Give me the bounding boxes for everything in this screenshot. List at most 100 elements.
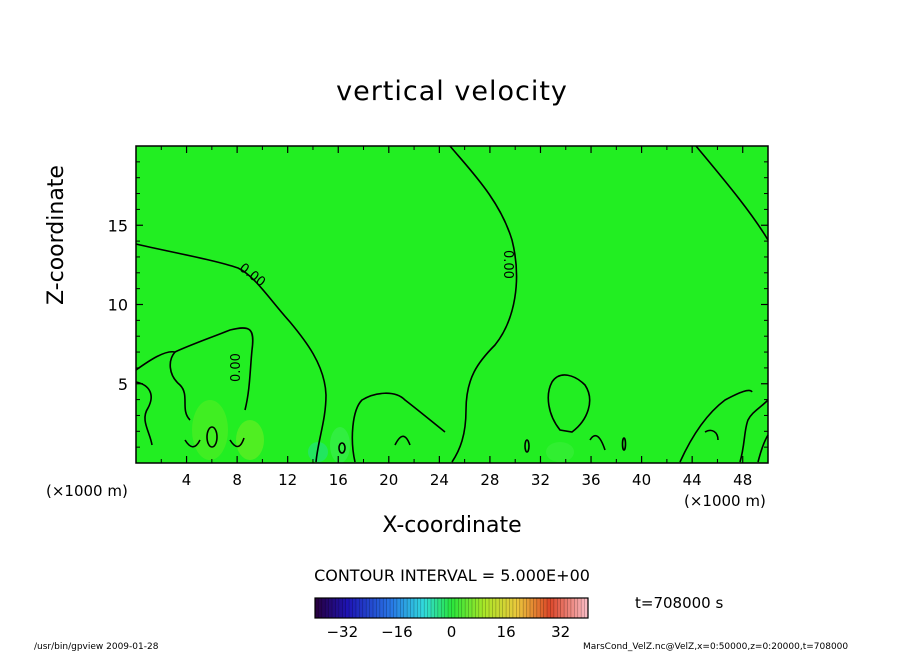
colorbar-swatch <box>366 598 370 618</box>
x-tick-label: 48 <box>733 471 752 489</box>
colorbar-swatch <box>529 598 534 618</box>
colorbar-swatch <box>441 598 446 618</box>
contour-line <box>135 327 254 411</box>
surface-perturbations <box>192 400 574 463</box>
x-axis: 4 8 12 16 20 24 28 32 36 40 44 48 <box>160 146 752 489</box>
colorbar-swatch <box>509 598 514 618</box>
colorbar-swatch <box>427 598 432 618</box>
colorbar-swatch <box>386 598 391 618</box>
y-tick-label: 15 <box>108 216 128 235</box>
contour-line <box>135 243 327 463</box>
chart-title: vertical velocity <box>336 76 568 107</box>
contour-line <box>169 351 191 421</box>
colorbar-swatch <box>352 598 357 618</box>
colorbar-swatch <box>454 598 459 618</box>
colorbar-swatch <box>543 598 548 618</box>
colorbar-swatch <box>451 598 456 618</box>
colorbar-swatch <box>495 598 500 618</box>
contour-line <box>739 399 769 463</box>
footer-left: /usr/bin/gpview 2009-01-28 <box>34 642 159 652</box>
x-tick-label: 12 <box>278 471 297 489</box>
colorbar-swatch <box>403 598 408 618</box>
colorbar-swatch <box>318 598 323 618</box>
colorbar-swatch <box>431 598 435 618</box>
y-tick-label: 10 <box>108 296 128 315</box>
colorbar-swatch <box>458 598 463 618</box>
colorbar-swatch <box>536 598 541 618</box>
contour-lines <box>135 145 769 463</box>
colorbar-swatch <box>373 598 377 618</box>
x-tick-label: 44 <box>683 471 702 489</box>
contour-label: 0.00 <box>500 250 515 279</box>
x-unit-left: (×1000 m) <box>46 482 128 500</box>
colorbar-swatch <box>550 598 555 618</box>
colorbar-swatch <box>526 598 531 618</box>
colorbar-swatch <box>390 598 394 618</box>
colorbar-swatch <box>321 598 326 618</box>
colorbar-swatch <box>475 598 480 618</box>
contour-line <box>135 381 153 446</box>
contour-line <box>351 392 446 463</box>
colorbar-swatch <box>547 598 551 618</box>
colorbar-swatch <box>478 598 483 618</box>
contour-line <box>757 434 769 463</box>
contour-line <box>449 145 518 463</box>
x-tick-label: 32 <box>531 471 550 489</box>
colorbar-swatch <box>499 598 504 618</box>
colorbar-swatch <box>400 598 405 618</box>
colorbar-swatch <box>444 598 449 618</box>
contour-line <box>394 435 411 446</box>
colorbar-swatch <box>410 598 415 618</box>
colorbar-tick-label: 32 <box>551 623 570 641</box>
colorbar-frame <box>314 597 589 619</box>
colorbar: −32 −16 0 16 32 <box>314 597 589 641</box>
colorbar-swatch <box>420 598 425 618</box>
colorbar-tick-label: 0 <box>447 623 457 641</box>
colorbar-swatch <box>437 598 442 618</box>
contour-line <box>679 389 753 463</box>
contour-line <box>547 374 591 433</box>
x-tick-label: 8 <box>232 471 242 489</box>
colorbar-swatch <box>424 598 429 618</box>
contour-line <box>589 434 606 451</box>
colorbar-swatch <box>355 598 360 618</box>
colorbar-swatch <box>564 598 568 618</box>
colorbar-swatch <box>502 598 507 618</box>
colorbar-swatch <box>557 598 562 618</box>
contour-line <box>704 429 719 441</box>
colorbar-swatch <box>417 598 422 618</box>
colorbar-swatch <box>512 598 517 618</box>
colorbar-tick-label: 16 <box>497 623 516 641</box>
colorbar-swatch <box>567 598 572 618</box>
y-axis-label: Z-coordinate <box>44 165 69 305</box>
colorbar-swatch <box>332 598 336 618</box>
colorbar-swatch <box>362 598 367 618</box>
y-axis: 5 10 15 <box>108 161 768 448</box>
colorbar-swatch <box>492 598 497 618</box>
contour-interval: CONTOUR INTERVAL = 5.000E+00 <box>314 566 590 585</box>
colorbar-swatch <box>342 598 347 618</box>
contour-line <box>524 439 530 453</box>
time-label: t=708000 s <box>635 594 724 612</box>
colorbar-swatch <box>396 598 401 618</box>
colorbar-swatch <box>349 598 353 618</box>
colorbar-swatch <box>376 598 381 618</box>
colorbar-swatch <box>465 598 469 618</box>
x-tick-label: 36 <box>581 471 600 489</box>
contour-label: 0.00 <box>229 353 244 382</box>
x-tick-label: 4 <box>182 471 192 489</box>
colorbar-swatch <box>434 598 439 618</box>
contour-line <box>206 426 218 448</box>
colorbar-swatch <box>540 598 545 618</box>
colorbar-swatch <box>471 598 476 618</box>
colorbar-swatch <box>335 598 340 618</box>
colorbar-swatch <box>315 598 319 618</box>
colorbar-swatch <box>584 598 589 618</box>
colorbar-swatch <box>560 598 565 618</box>
colorbar-swatch <box>461 598 466 618</box>
colorbar-swatch <box>468 598 473 618</box>
colorbar-swatch <box>338 598 343 618</box>
colorbar-tick-label: −16 <box>381 623 413 641</box>
colorbar-swatch <box>369 598 374 618</box>
x-tick-label: 20 <box>379 471 398 489</box>
